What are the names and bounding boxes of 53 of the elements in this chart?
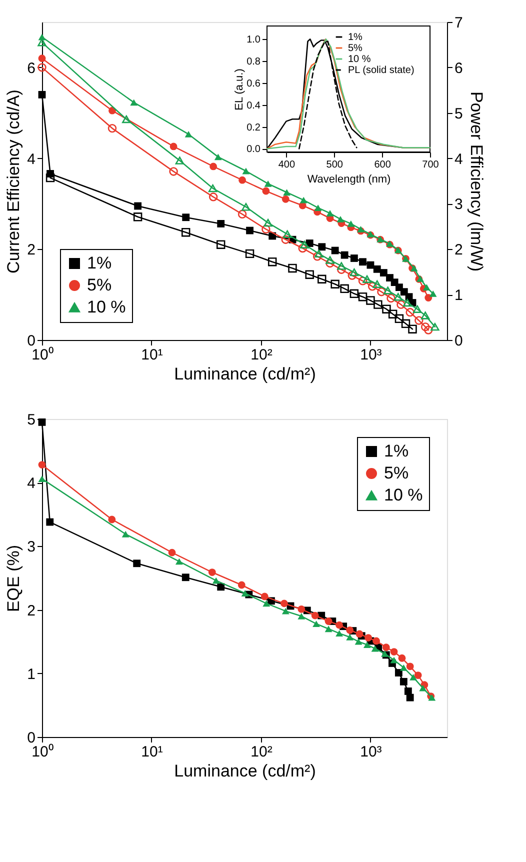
y-axis-title: Current Efficiency (cd/A)	[4, 90, 24, 274]
legend-label: 1%	[348, 32, 363, 43]
legend-label: 10 %	[87, 298, 126, 316]
x-tick-label: 10¹	[141, 744, 163, 760]
y-tick-label: 5	[27, 412, 36, 428]
legend-label: 1%	[87, 254, 112, 272]
y-tick-label: 4	[27, 475, 36, 492]
x-tick-label: 10¹	[141, 346, 163, 364]
y2-tick-label: 3	[454, 196, 463, 214]
y2-tick-label: 2	[454, 242, 463, 259]
y-tick-label: 0.4	[246, 100, 261, 112]
legend-label: 5%	[384, 464, 409, 482]
y-tick-label: 2	[27, 602, 36, 620]
legend-label: 10 %	[384, 486, 423, 504]
y-tick-label: 1	[27, 666, 36, 683]
x-tick-label: 10⁰	[32, 346, 54, 364]
x-tick-label: 700	[422, 160, 440, 170]
x-tick-label: 10³	[360, 744, 382, 760]
y-axis-title: EL (a.u.)	[234, 68, 246, 110]
y2-tick-label: 1	[454, 287, 463, 304]
y-tick-label: 0.8	[246, 56, 261, 68]
y2-tick-label: 0	[454, 332, 463, 350]
y-tick-label: 0.0	[246, 144, 261, 156]
y-axis-title: EQE (%)	[4, 544, 24, 612]
legend-label: PL (solid state)	[348, 65, 414, 76]
y-tick-label: 0	[27, 730, 36, 746]
y2-tick-label: 6	[454, 60, 463, 77]
x-tick-label: 10²	[250, 744, 272, 760]
x-tick-label: 600	[374, 160, 392, 170]
y2-tick-label: 5	[454, 105, 463, 122]
x-tick-label: 400	[278, 160, 296, 170]
y-tick-label: 4	[27, 150, 36, 168]
y-tick-label: 0	[27, 332, 36, 350]
legend-label: 5%	[348, 43, 363, 54]
x-axis-title: Luminance (cd/m²)	[174, 364, 316, 384]
y-tick-label: 0.2	[246, 122, 261, 134]
x-axis-title: Luminance (cd/m²)	[174, 762, 316, 780]
y-tick-label: 3	[27, 538, 36, 556]
x-tick-label: 10⁰	[32, 744, 54, 760]
x-tick-label: 500	[326, 160, 344, 170]
y2-tick-label: 4	[454, 150, 463, 168]
x-axis-title: Wavelength (nm)	[307, 174, 391, 186]
x-tick-label: 10³	[360, 346, 382, 364]
y-tick-label: 2	[27, 242, 36, 259]
legend-label: 1%	[384, 442, 409, 460]
y-tick-label: 0.6	[246, 78, 261, 90]
legend-label: 5%	[87, 276, 112, 294]
legend-label: 10 %	[348, 54, 371, 65]
y-tick-label: 6	[27, 60, 36, 77]
x-tick-label: 10²	[250, 346, 272, 364]
y-tick-label: 1.0	[246, 34, 261, 46]
y2-axis-title: Power Efficiency (lm/W)	[466, 91, 486, 272]
y2-tick-label: 7	[454, 14, 463, 32]
